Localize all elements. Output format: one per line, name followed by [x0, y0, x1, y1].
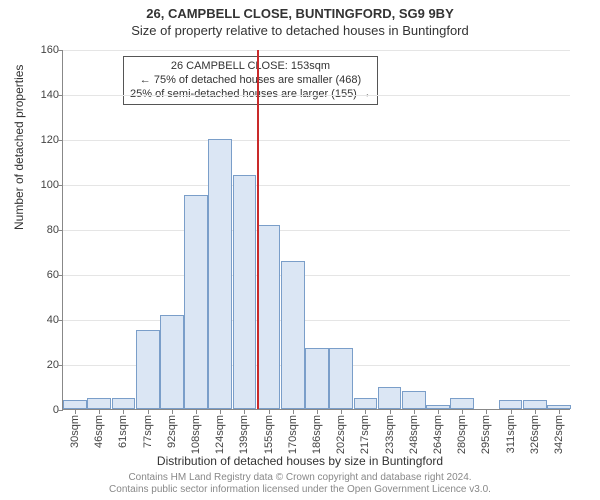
- histogram-bar: [233, 175, 257, 409]
- x-tick-mark: [172, 409, 173, 414]
- x-tick-label: 92sqm: [166, 415, 178, 448]
- histogram-bar: [523, 400, 547, 409]
- x-tick-mark: [269, 409, 270, 414]
- annotation-box: 26 CAMPBELL CLOSE: 153sqm ← 75% of detac…: [123, 56, 378, 105]
- x-tick-mark: [559, 409, 560, 414]
- x-tick-mark: [462, 409, 463, 414]
- x-tick-mark: [244, 409, 245, 414]
- y-tick-label: 140: [41, 89, 59, 101]
- gridline: [63, 95, 570, 96]
- x-tick-label: 311sqm: [505, 415, 517, 453]
- histogram-bar: [305, 348, 329, 409]
- x-tick-label: 326sqm: [529, 415, 541, 454]
- x-tick-label: 139sqm: [238, 415, 250, 454]
- x-tick-mark: [293, 409, 294, 414]
- plot-area: 26 CAMPBELL CLOSE: 153sqm ← 75% of detac…: [62, 50, 570, 410]
- y-axis-label: Number of detached properties: [12, 65, 26, 230]
- footer-attribution: Contains HM Land Registry data © Crown c…: [0, 472, 600, 496]
- histogram-bar: [87, 398, 111, 409]
- y-tick-label: 120: [41, 134, 59, 146]
- x-tick-mark: [511, 409, 512, 414]
- x-tick-mark: [196, 409, 197, 414]
- x-tick-label: 342sqm: [553, 415, 565, 454]
- annotation-line: ← 75% of detached houses are smaller (46…: [130, 74, 371, 88]
- x-axis-label: Distribution of detached houses by size …: [0, 454, 600, 468]
- y-tick-mark: [58, 365, 63, 366]
- x-tick-label: 217sqm: [359, 415, 371, 454]
- histogram-bar: [257, 225, 281, 410]
- x-tick-mark: [535, 409, 536, 414]
- annotation-line: 26 CAMPBELL CLOSE: 153sqm: [130, 60, 371, 74]
- x-tick-mark: [414, 409, 415, 414]
- x-tick-mark: [220, 409, 221, 414]
- gridline: [63, 140, 570, 141]
- y-tick-mark: [58, 230, 63, 231]
- x-tick-label: 186sqm: [311, 415, 323, 454]
- x-tick-label: 77sqm: [142, 415, 154, 448]
- y-tick-mark: [58, 320, 63, 321]
- x-tick-mark: [317, 409, 318, 414]
- gridline: [63, 275, 570, 276]
- x-tick-label: 280sqm: [456, 415, 468, 454]
- histogram-bar: [160, 315, 184, 410]
- chart-container: 26, CAMPBELL CLOSE, BUNTINGFORD, SG9 9BY…: [0, 0, 600, 500]
- gridline: [63, 230, 570, 231]
- y-tick-mark: [58, 185, 63, 186]
- x-tick-label: 233sqm: [384, 415, 396, 454]
- x-tick-mark: [390, 409, 391, 414]
- y-tick-mark: [58, 140, 63, 141]
- x-tick-label: 124sqm: [214, 415, 226, 454]
- y-tick-mark: [58, 410, 63, 411]
- x-tick-label: 108sqm: [190, 415, 202, 454]
- histogram-bar: [499, 400, 523, 409]
- chart-subtitle: Size of property relative to detached ho…: [0, 21, 600, 38]
- y-tick-mark: [58, 275, 63, 276]
- y-tick-label: 160: [41, 44, 59, 56]
- x-tick-mark: [438, 409, 439, 414]
- x-tick-label: 61sqm: [117, 415, 129, 448]
- address-title: 26, CAMPBELL CLOSE, BUNTINGFORD, SG9 9BY: [0, 0, 600, 21]
- histogram-bar: [281, 261, 305, 410]
- footer-line: Contains public sector information licen…: [0, 484, 600, 496]
- y-tick-mark: [58, 95, 63, 96]
- gridline: [63, 320, 570, 321]
- histogram-bar: [63, 400, 87, 409]
- y-tick-mark: [58, 50, 63, 51]
- x-tick-mark: [365, 409, 366, 414]
- x-tick-label: 248sqm: [408, 415, 420, 454]
- x-tick-mark: [75, 409, 76, 414]
- reference-line: [257, 50, 259, 409]
- x-tick-label: 295sqm: [480, 415, 492, 454]
- x-tick-mark: [486, 409, 487, 414]
- x-tick-mark: [341, 409, 342, 414]
- histogram-bar: [112, 398, 136, 409]
- histogram-bar: [354, 398, 378, 409]
- x-tick-label: 155sqm: [263, 415, 275, 454]
- histogram-bar: [450, 398, 474, 409]
- y-tick-label: 100: [41, 179, 59, 191]
- x-tick-label: 264sqm: [432, 415, 444, 454]
- x-tick-label: 170sqm: [287, 415, 299, 454]
- histogram-bar: [208, 139, 232, 409]
- histogram-bar: [329, 348, 353, 409]
- x-tick-label: 202sqm: [335, 415, 347, 454]
- gridline: [63, 185, 570, 186]
- histogram-bar: [184, 195, 208, 409]
- x-tick-label: 30sqm: [69, 415, 81, 448]
- x-tick-mark: [148, 409, 149, 414]
- x-tick-label: 46sqm: [93, 415, 105, 448]
- histogram-bar: [402, 391, 426, 409]
- histogram-bar: [378, 387, 402, 410]
- footer-line: Contains HM Land Registry data © Crown c…: [0, 472, 600, 484]
- gridline: [63, 50, 570, 51]
- histogram-bar: [136, 330, 160, 409]
- x-tick-mark: [99, 409, 100, 414]
- x-tick-mark: [123, 409, 124, 414]
